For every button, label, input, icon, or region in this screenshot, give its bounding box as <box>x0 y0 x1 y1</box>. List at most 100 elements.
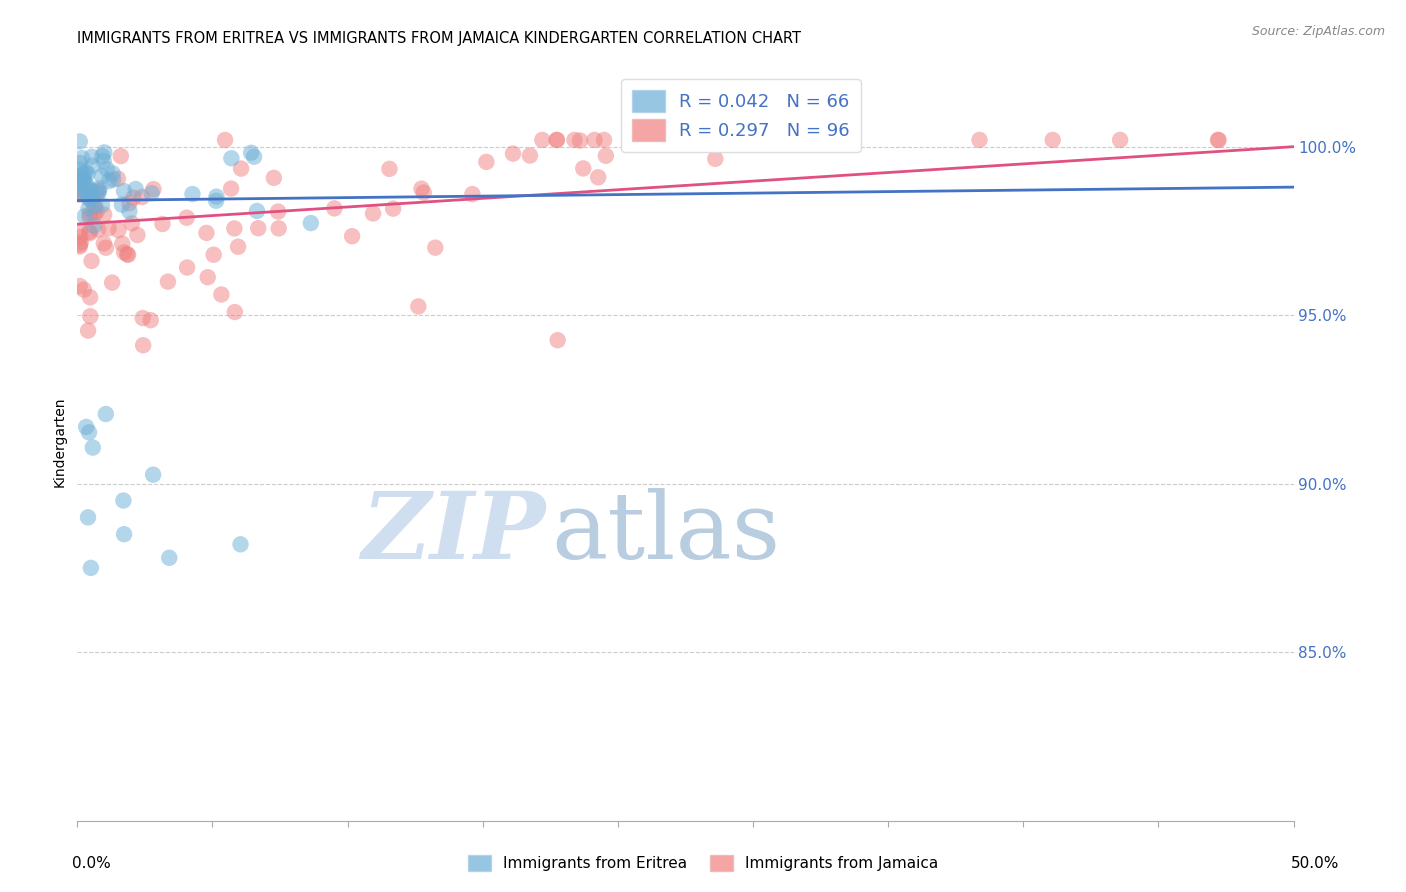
Point <box>91 198 114 212</box>
Point <box>79 290 101 304</box>
Point <box>546 133 568 147</box>
Point <box>112 527 135 541</box>
Point <box>1206 133 1229 147</box>
Point <box>361 206 384 220</box>
Point <box>96 162 118 177</box>
Point <box>202 248 225 262</box>
Point <box>107 223 129 237</box>
Point <box>219 181 242 195</box>
Point <box>89 181 111 195</box>
Point <box>267 204 290 219</box>
Point <box>583 133 606 147</box>
Point <box>110 149 132 163</box>
Point <box>91 169 114 183</box>
Point <box>132 311 155 326</box>
Point <box>205 189 228 203</box>
Point <box>84 186 107 201</box>
Point <box>69 224 91 238</box>
Point <box>80 561 103 575</box>
Point <box>87 186 110 200</box>
Point <box>240 145 263 160</box>
Point <box>70 186 93 200</box>
Point <box>782 133 804 147</box>
Point <box>82 159 104 173</box>
Point <box>112 245 135 260</box>
Point <box>221 151 243 165</box>
Point <box>73 173 96 187</box>
Point <box>131 190 153 204</box>
Point <box>69 186 91 200</box>
Point <box>75 178 97 192</box>
Point <box>572 161 595 176</box>
Text: atlas: atlas <box>551 488 780 577</box>
Point <box>80 254 103 268</box>
Point <box>79 226 101 240</box>
Point <box>152 217 174 231</box>
Point <box>75 165 97 179</box>
Point <box>72 171 94 186</box>
Point <box>547 333 569 347</box>
Point <box>118 204 141 219</box>
Point <box>139 313 162 327</box>
Point <box>176 260 198 275</box>
Point <box>112 493 135 508</box>
Point <box>382 202 405 216</box>
Point <box>176 211 198 225</box>
Point <box>77 202 100 216</box>
Point <box>101 276 124 290</box>
Point <box>69 156 91 170</box>
Point <box>157 550 180 565</box>
Point <box>76 167 98 181</box>
Point <box>69 187 91 202</box>
Point <box>593 133 616 147</box>
Point <box>115 247 138 261</box>
Point <box>247 221 270 235</box>
Text: 50.0%: 50.0% <box>1291 856 1339 871</box>
Point <box>77 510 100 524</box>
Point <box>111 197 134 211</box>
Point <box>461 187 484 202</box>
Point <box>412 186 434 200</box>
Point <box>103 172 125 186</box>
Point <box>83 219 105 233</box>
Point <box>77 425 100 440</box>
Point <box>704 152 727 166</box>
Point <box>101 166 124 180</box>
Point <box>209 287 232 301</box>
Point <box>229 161 252 176</box>
Point <box>69 239 91 253</box>
Point <box>98 174 121 188</box>
Point <box>127 227 149 242</box>
Point <box>70 177 93 191</box>
Point <box>263 170 285 185</box>
Point <box>586 170 609 185</box>
Point <box>243 150 266 164</box>
Point <box>73 209 96 223</box>
Point <box>124 182 146 196</box>
Point <box>205 194 228 208</box>
Legend: R = 0.042   N = 66, R = 0.297   N = 96: R = 0.042 N = 66, R = 0.297 N = 96 <box>621 79 860 152</box>
Point <box>77 324 100 338</box>
Point <box>519 148 541 162</box>
Point <box>83 207 105 221</box>
Point <box>197 270 219 285</box>
Point <box>564 133 586 147</box>
Point <box>69 230 91 244</box>
Point <box>79 310 101 324</box>
Point <box>323 202 346 216</box>
Point <box>76 187 98 202</box>
Point <box>107 171 129 186</box>
Point <box>408 300 430 314</box>
Point <box>142 182 165 196</box>
Point <box>84 199 107 213</box>
Point <box>595 149 617 163</box>
Point <box>93 208 115 222</box>
Point <box>93 236 115 251</box>
Text: 0.0%: 0.0% <box>72 856 111 871</box>
Point <box>214 133 236 147</box>
Point <box>69 135 91 149</box>
Point <box>79 187 101 202</box>
Point <box>195 226 218 240</box>
Point <box>425 241 447 255</box>
Point <box>378 161 401 176</box>
